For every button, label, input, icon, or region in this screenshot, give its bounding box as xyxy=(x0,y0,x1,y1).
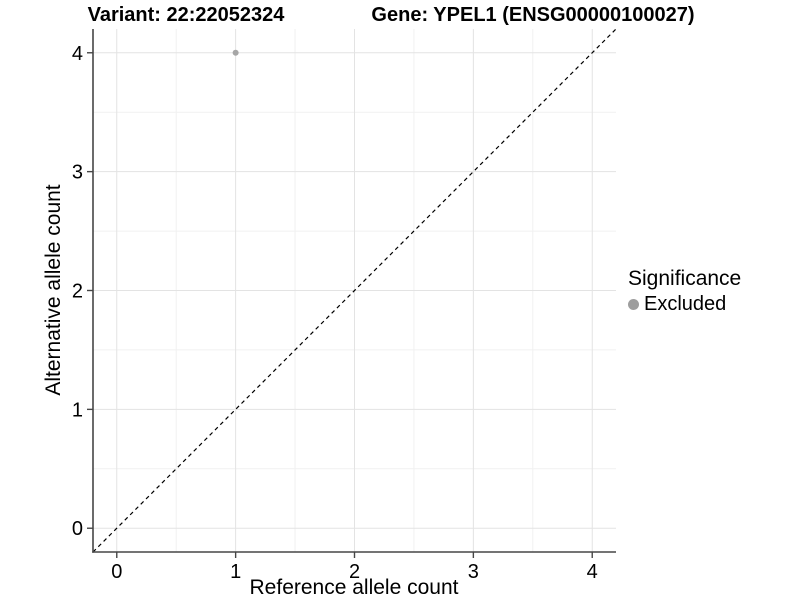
legend-item-label: Excluded xyxy=(644,293,727,315)
x-tick-label: 0 xyxy=(111,561,122,583)
x-tick-label: 4 xyxy=(587,561,598,583)
legend-marker-icon xyxy=(628,298,639,310)
identity-line xyxy=(92,28,617,553)
x-tick-label: 3 xyxy=(468,561,479,583)
y-tick-label: 3 xyxy=(72,162,83,184)
legend: Significance Excluded xyxy=(628,266,741,316)
y-tick-label: 0 xyxy=(72,518,83,540)
x-tick-label: 1 xyxy=(230,561,241,583)
legend-item: Excluded xyxy=(628,292,741,316)
y-tick-label: 1 xyxy=(72,399,83,421)
y-axis-title: Alternative allele count xyxy=(42,184,65,396)
x-axis-title: Reference allele count xyxy=(249,576,459,599)
data-point xyxy=(232,49,239,56)
plot-title-variant: Variant: 22:22052324 xyxy=(87,4,285,26)
y-tick-label: 2 xyxy=(72,281,83,303)
x-tick-label: 2 xyxy=(349,561,360,583)
legend-title: Significance xyxy=(628,267,742,290)
plot-title-gene: Gene: YPEL1 (ENSG00000100027) xyxy=(371,4,695,26)
y-tick-label: 4 xyxy=(72,43,83,65)
